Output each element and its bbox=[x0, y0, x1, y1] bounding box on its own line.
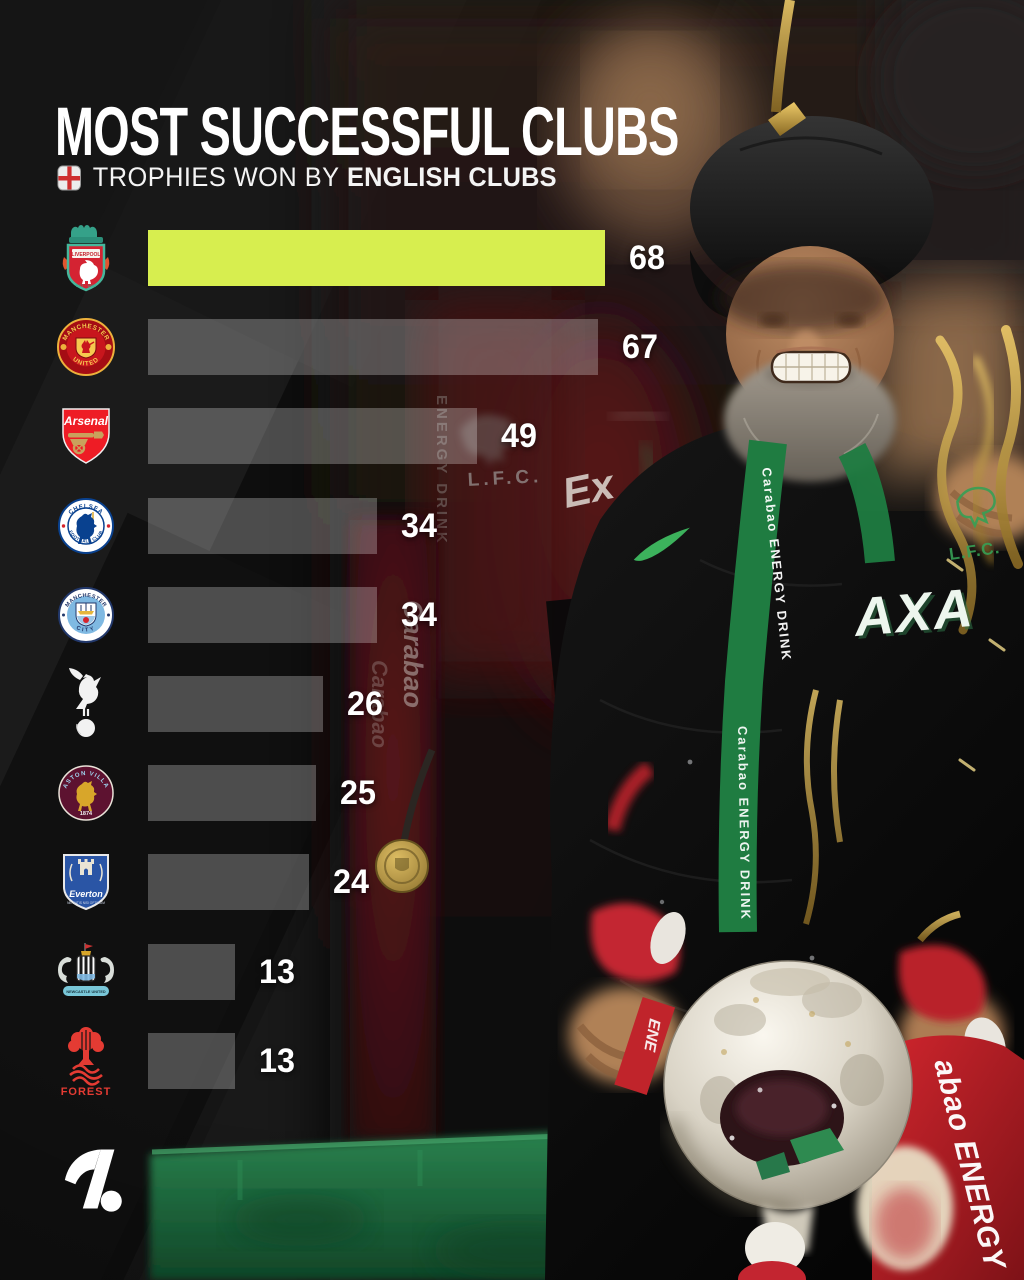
chart-row-nottingham-forest: FOREST 13 bbox=[0, 1027, 1024, 1098]
bar-newcastle bbox=[148, 944, 235, 1000]
bar-liverpool bbox=[148, 230, 605, 286]
subtitle-text: TROPHIES WON BY ENGLISH CLUBS bbox=[92, 162, 557, 192]
bar-value: 34 bbox=[401, 595, 437, 634]
bar-value: 49 bbox=[501, 416, 537, 455]
newcastle-united-badge: NEWCASTLE UNITED bbox=[50, 943, 122, 1000]
chart-row-everton: Everton NIL SATIS NISI OPTIMUM 24 bbox=[0, 854, 1024, 911]
chart-row-manchester-united: MANCHESTER UNITED 67 bbox=[0, 318, 1024, 376]
svg-text:1874: 1874 bbox=[80, 811, 93, 817]
bar-value: 26 bbox=[347, 684, 383, 723]
chart-row-tottenham: 26 bbox=[0, 668, 1024, 737]
svg-text:EST · 1892: EST · 1892 bbox=[76, 283, 97, 288]
bar-value: 67 bbox=[622, 327, 658, 366]
svg-text:NEWCASTLE UNITED: NEWCASTLE UNITED bbox=[66, 990, 105, 994]
bar-value: 68 bbox=[629, 238, 665, 277]
bar-manchester-city bbox=[148, 587, 377, 643]
bar-aston-villa bbox=[148, 765, 316, 821]
bar-chelsea bbox=[148, 498, 377, 554]
page-title: MOST SUCCESSFUL CLUBS bbox=[55, 93, 679, 170]
subtitle: TROPHIES WON BY ENGLISH CLUBS bbox=[57, 162, 557, 193]
manchester-city-badge: MANCHESTER CITY bbox=[50, 587, 122, 643]
aston-villa-badge: ASTON VILLA 1874 bbox=[50, 765, 122, 821]
tottenham-badge bbox=[50, 668, 122, 737]
svg-text:Everton: Everton bbox=[69, 889, 103, 899]
chelsea-badge: CHELSEA FOOTBALL CLUB bbox=[50, 498, 122, 554]
arsenal-badge: Arsenal bbox=[50, 408, 122, 464]
england-flag-icon bbox=[57, 165, 81, 190]
chart-row-liverpool: LIVERPOOL EST · 1892 68 bbox=[0, 225, 1024, 292]
chart-row-arsenal: Arsenal 49 bbox=[0, 408, 1024, 464]
bar-everton bbox=[148, 854, 309, 910]
onefootball-logo bbox=[48, 1140, 126, 1223]
bar-value: 13 bbox=[259, 952, 295, 991]
liverpool-badge: LIVERPOOL EST · 1892 bbox=[50, 225, 122, 292]
svg-text:FOREST: FOREST bbox=[61, 1086, 112, 1098]
svg-text:Arsenal: Arsenal bbox=[63, 414, 109, 428]
chart-row-chelsea: CHELSEA FOOTBALL CLUB 34 bbox=[0, 498, 1024, 554]
bar-manchester-united bbox=[148, 319, 598, 375]
bar-tottenham bbox=[148, 676, 323, 732]
bar-arsenal bbox=[148, 408, 477, 464]
bar-value: 25 bbox=[340, 773, 376, 812]
nottingham-forest-badge: FOREST bbox=[50, 1027, 122, 1098]
manchester-united-badge: MANCHESTER UNITED bbox=[50, 318, 122, 376]
svg-text:NIL SATIS NISI OPTIMUM: NIL SATIS NISI OPTIMUM bbox=[67, 901, 105, 905]
bar-nottingham-forest bbox=[148, 1033, 235, 1089]
chart-row-aston-villa: ASTON VILLA 1874 25 bbox=[0, 765, 1024, 821]
svg-text:LIVERPOOL: LIVERPOOL bbox=[72, 252, 101, 258]
bar-value: 13 bbox=[259, 1041, 295, 1080]
chart-row-manchester-city: MANCHESTER CITY 34 bbox=[0, 587, 1024, 643]
chart-row-newcastle: NEWCASTLE UNITED 13 bbox=[0, 943, 1024, 1000]
bar-value: 24 bbox=[333, 862, 369, 901]
everton-badge: Everton NIL SATIS NISI OPTIMUM bbox=[50, 854, 122, 911]
bar-value: 34 bbox=[401, 506, 437, 545]
